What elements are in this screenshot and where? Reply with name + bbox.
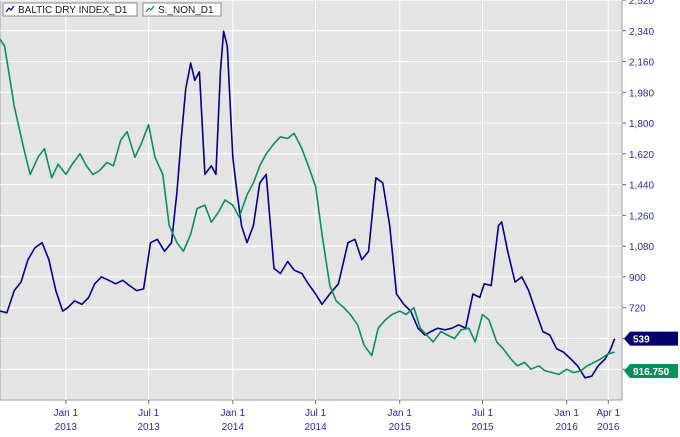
grid-lines [0,0,622,400]
y-tick-label: 2,340 [629,27,654,38]
x-tick-label: Jul 1 [305,408,327,419]
x-tick-label: Jan 1 [387,408,412,419]
price-tag-bdi-value: 539 [633,335,650,346]
y-tick-label: 1,800 [629,119,654,130]
x-tick-label-year: 2013 [138,422,161,433]
x-tick-label-year: 2015 [389,422,412,433]
line-chart-icon [145,5,155,13]
legend-item-bdi[interactable]: BALTIC DRY INDEX_D1 [2,2,138,17]
plot-area [0,0,623,401]
x-tick-label: Jul 1 [472,408,494,419]
x-tick-label: Jan 1 [221,408,246,419]
series-line-bdi [0,30,616,379]
y-tick-label: 1,980 [629,88,654,99]
y-tick-label: 720 [629,304,646,315]
y-tick-label: 1,080 [629,242,654,253]
legend: BALTIC DRY INDEX_D1 S._NON_D1 [2,2,222,17]
x-tick-label-year: 2016 [556,422,579,433]
price-tag-s-non: 916.750 [624,363,678,378]
legend-label-bdi: BALTIC DRY INDEX_D1 [18,5,128,16]
x-axis: Jan 1 2013 Jul 1 2013 Jan 1 2014 Jul 1 2014 Jan … [54,400,621,433]
x-tick-label-year: 2014 [304,422,327,433]
series-line-s-non [0,38,615,376]
x-tick-label-year: 2015 [471,422,494,433]
y-tick-label: 2,520 [629,0,654,7]
x-tick-label: Jan 1 [554,408,579,419]
price-tag-bdi: 539 [624,331,678,346]
legend-item-s-non[interactable]: S._NON_D1 [142,2,222,17]
y-tick-label: 900 [629,273,646,284]
x-tick-label-year: 2016 [597,422,620,433]
x-tick-label: Jan 1 [54,408,79,419]
series-layer [0,30,616,379]
x-tick-label-year: 2013 [55,422,78,433]
x-tick-label: Jul 1 [138,408,160,419]
line-chart-icon [5,5,15,13]
y-tick-label: 2,160 [629,58,654,69]
y-tick-label: 1,440 [629,181,654,192]
x-tick-label: Apr 1 [596,408,620,419]
y-tick-label: 1,260 [629,211,654,222]
x-tick-label-year: 2014 [222,422,245,433]
price-tag-s-non-value: 916.750 [633,367,670,378]
y-tick-label: 1,620 [629,150,654,161]
legend-label-s-non: S._NON_D1 [158,5,214,16]
